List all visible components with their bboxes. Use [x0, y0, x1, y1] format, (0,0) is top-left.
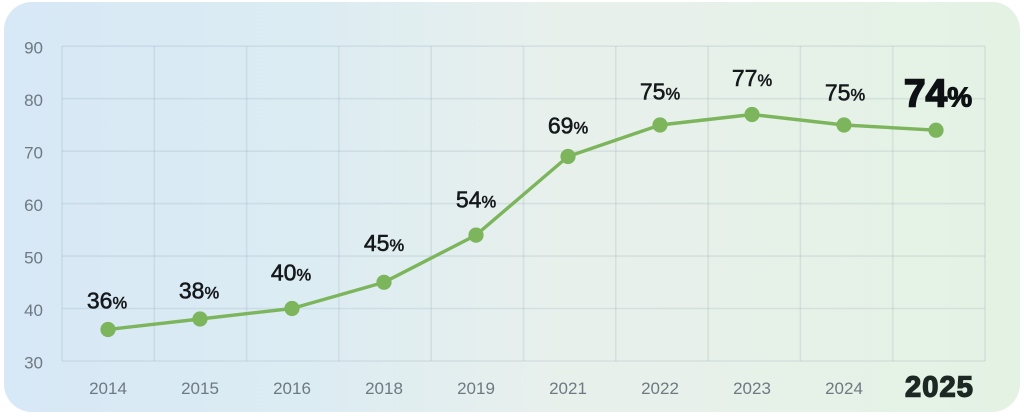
svg-text:2022: 2022	[641, 379, 679, 398]
svg-text:30: 30	[24, 354, 43, 373]
svg-text:40: 40	[24, 301, 43, 320]
svg-text:2015: 2015	[181, 379, 219, 398]
svg-text:2018: 2018	[365, 379, 403, 398]
svg-text:60: 60	[24, 196, 43, 215]
svg-text:2024: 2024	[825, 379, 863, 398]
svg-text:2021: 2021	[549, 379, 587, 398]
svg-text:45%: 45%	[364, 230, 405, 256]
svg-text:69%: 69%	[548, 112, 589, 138]
svg-text:70: 70	[24, 144, 43, 163]
svg-text:36%: 36%	[87, 288, 128, 314]
svg-text:2016: 2016	[273, 379, 311, 398]
svg-text:90: 90	[24, 39, 43, 58]
svg-text:54%: 54%	[456, 187, 497, 213]
svg-text:77%: 77%	[732, 65, 773, 91]
svg-text:40%: 40%	[271, 260, 312, 286]
svg-text:80: 80	[24, 91, 43, 110]
svg-text:50: 50	[24, 249, 43, 268]
svg-text:38%: 38%	[179, 278, 220, 304]
svg-text:74%: 74%	[904, 73, 972, 116]
svg-text:2025: 2025	[905, 372, 974, 404]
svg-text:75%: 75%	[640, 79, 681, 105]
svg-text:75%: 75%	[825, 80, 866, 106]
svg-text:2023: 2023	[733, 379, 771, 398]
svg-text:2014: 2014	[89, 379, 127, 398]
svg-text:2019: 2019	[457, 379, 495, 398]
